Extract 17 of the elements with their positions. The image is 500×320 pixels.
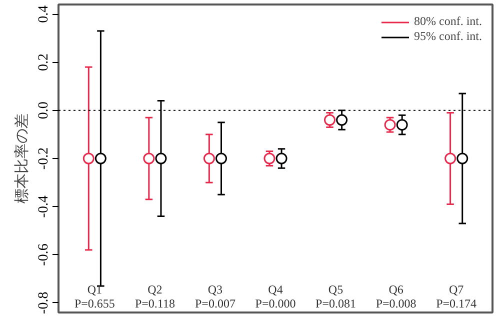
y-tick-label: -0.8 (36, 292, 52, 314)
x-tick-label: Q2 P=0.118 (134, 282, 175, 310)
x-tick-label: Q4 P=0.000 (255, 282, 296, 310)
y-tick-label: 0.4 (36, 5, 52, 23)
x-tick-label: Q1 P=0.655 (74, 282, 115, 310)
y-axis-title: 標本比率の差 (14, 114, 30, 204)
legend-label: 95% conf. int. (414, 29, 482, 44)
y-tick-label: 0.0 (36, 102, 52, 120)
x-tick-label: Q5 P=0.081 (316, 282, 356, 310)
y-tick-label: -0.4 (36, 196, 52, 218)
x-tick-label: Q7 P=0.174 (436, 282, 477, 310)
legend-label: 80% conf. int. (414, 14, 482, 29)
y-tick-label: 0.2 (36, 54, 52, 71)
x-tick-label: Q6 P=0.008 (376, 282, 416, 310)
y-tick-label: -0.6 (36, 244, 52, 266)
x-tick-label: Q3 P=0.007 (195, 282, 236, 310)
y-tick-label: -0.2 (36, 147, 52, 170)
